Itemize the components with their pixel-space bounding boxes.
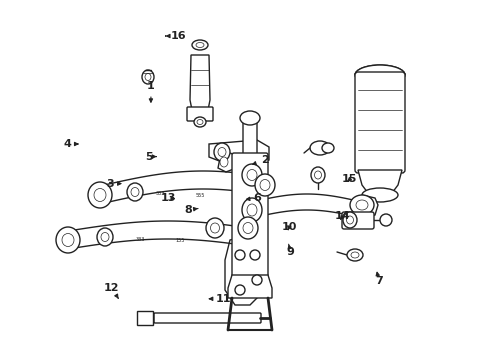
- Ellipse shape: [220, 157, 228, 167]
- Ellipse shape: [255, 174, 275, 196]
- Ellipse shape: [194, 117, 206, 127]
- FancyBboxPatch shape: [154, 313, 261, 323]
- Ellipse shape: [242, 164, 262, 186]
- Ellipse shape: [197, 120, 203, 125]
- Polygon shape: [209, 140, 269, 164]
- Ellipse shape: [380, 214, 392, 226]
- Ellipse shape: [252, 275, 262, 285]
- Ellipse shape: [88, 182, 112, 208]
- Ellipse shape: [250, 250, 260, 260]
- Text: 14: 14: [335, 211, 351, 221]
- Polygon shape: [137, 311, 153, 325]
- Ellipse shape: [242, 198, 262, 222]
- Polygon shape: [358, 170, 402, 193]
- Text: 6: 6: [246, 193, 261, 203]
- Ellipse shape: [311, 167, 325, 183]
- Text: 7: 7: [375, 272, 383, 286]
- Text: 3: 3: [106, 179, 121, 189]
- Ellipse shape: [101, 233, 109, 242]
- Ellipse shape: [238, 217, 258, 239]
- Text: 4: 4: [64, 139, 78, 149]
- Ellipse shape: [343, 212, 357, 228]
- Ellipse shape: [56, 227, 80, 253]
- Text: 12: 12: [104, 283, 120, 298]
- Ellipse shape: [192, 40, 208, 50]
- Ellipse shape: [240, 111, 260, 125]
- Ellipse shape: [206, 218, 224, 238]
- Text: 2: 2: [253, 155, 269, 165]
- Polygon shape: [228, 275, 272, 298]
- Ellipse shape: [94, 189, 106, 202]
- Ellipse shape: [127, 183, 143, 201]
- Ellipse shape: [247, 170, 257, 180]
- Ellipse shape: [235, 250, 245, 260]
- Text: 333: 333: [155, 190, 165, 195]
- Text: 8: 8: [185, 205, 198, 215]
- Ellipse shape: [196, 42, 204, 48]
- Polygon shape: [225, 235, 267, 305]
- Ellipse shape: [218, 148, 226, 157]
- Text: 15: 15: [342, 174, 358, 184]
- Ellipse shape: [260, 180, 270, 190]
- Ellipse shape: [346, 216, 353, 224]
- Text: 11: 11: [209, 294, 231, 304]
- Text: 16: 16: [166, 31, 187, 41]
- Polygon shape: [190, 55, 210, 110]
- Polygon shape: [362, 195, 378, 218]
- Text: 13: 13: [161, 193, 176, 203]
- Text: 10: 10: [281, 222, 297, 232]
- Ellipse shape: [243, 222, 253, 234]
- Text: 9: 9: [287, 244, 294, 257]
- Text: 155: 155: [175, 238, 185, 243]
- Text: 5: 5: [146, 152, 156, 162]
- Ellipse shape: [97, 228, 113, 246]
- FancyBboxPatch shape: [232, 153, 268, 277]
- Text: 1: 1: [147, 81, 155, 102]
- Ellipse shape: [142, 70, 154, 84]
- FancyBboxPatch shape: [355, 72, 405, 173]
- Ellipse shape: [356, 200, 368, 210]
- Ellipse shape: [131, 188, 139, 197]
- Ellipse shape: [145, 73, 151, 81]
- Ellipse shape: [362, 188, 398, 202]
- Ellipse shape: [322, 143, 334, 153]
- Ellipse shape: [310, 141, 330, 155]
- Ellipse shape: [211, 223, 220, 233]
- Ellipse shape: [315, 171, 321, 179]
- FancyBboxPatch shape: [342, 212, 374, 229]
- FancyBboxPatch shape: [187, 107, 213, 121]
- Polygon shape: [218, 153, 238, 172]
- Ellipse shape: [62, 234, 74, 247]
- Ellipse shape: [350, 195, 374, 215]
- Text: 555: 555: [196, 193, 205, 198]
- Ellipse shape: [355, 65, 405, 85]
- Ellipse shape: [235, 285, 245, 295]
- Ellipse shape: [347, 249, 363, 261]
- Ellipse shape: [351, 252, 359, 258]
- Ellipse shape: [214, 143, 230, 161]
- Ellipse shape: [247, 204, 257, 216]
- FancyBboxPatch shape: [243, 119, 257, 156]
- Text: 333: 333: [135, 237, 145, 242]
